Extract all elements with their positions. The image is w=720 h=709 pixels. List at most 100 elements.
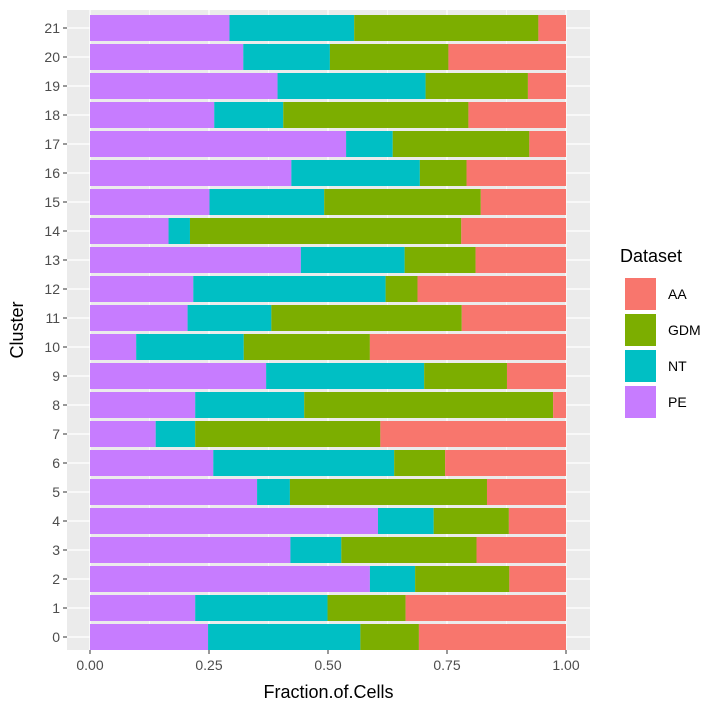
- y-tick-label: 11: [45, 310, 60, 326]
- bar-aa-cluster-7: [380, 421, 566, 447]
- bar-gdm-cluster-16: [419, 160, 467, 186]
- bar-gdm-cluster-2: [415, 566, 510, 592]
- bar-gdm-cluster-7: [195, 421, 381, 447]
- x-tick-label: 0.75: [433, 657, 460, 673]
- y-tick-label: 0: [52, 629, 60, 645]
- bar-gdm-cluster-11: [271, 305, 462, 331]
- bar-nt-cluster-16: [291, 160, 420, 186]
- x-axis-ticks: 0.00 0.25 0.50 0.75 1.00: [76, 650, 580, 673]
- y-tick-label: 9: [52, 368, 60, 384]
- bar-nt-cluster-4: [377, 508, 434, 534]
- bar-gdm-cluster-5: [289, 479, 487, 505]
- bar-aa-cluster-12: [417, 276, 566, 302]
- bar-pe-cluster-20: [90, 44, 244, 70]
- x-tick-label: 0.25: [195, 657, 222, 673]
- legend: Dataset AA GDM NT PE: [620, 246, 701, 418]
- y-tick-label: 3: [52, 542, 60, 558]
- bar-aa-cluster-1: [405, 595, 566, 621]
- bar-aa-cluster-0: [418, 624, 566, 650]
- bar-gdm-cluster-13: [404, 247, 476, 273]
- bar-gdm-cluster-15: [324, 189, 481, 215]
- x-axis-title: Fraction.of.Cells: [263, 682, 393, 702]
- bar-pe-cluster-0: [90, 624, 209, 650]
- y-tick-label: 13: [44, 252, 60, 268]
- bar-pe-cluster-21: [90, 15, 230, 41]
- y-tick-label: 20: [44, 49, 60, 65]
- bar-aa-cluster-6: [445, 450, 566, 476]
- bar-gdm-cluster-1: [327, 595, 406, 621]
- bar-aa-cluster-8: [553, 392, 566, 418]
- y-tick-label: 7: [52, 426, 60, 442]
- bar-nt-cluster-17: [346, 131, 393, 157]
- bar-nt-cluster-13: [300, 247, 405, 273]
- bar-aa-cluster-13: [475, 247, 566, 273]
- bar-gdm-cluster-6: [394, 450, 446, 476]
- bar-aa-cluster-10: [369, 334, 566, 360]
- y-tick-label: 12: [44, 281, 60, 297]
- bar-gdm-cluster-8: [304, 392, 554, 418]
- bars-group: [90, 15, 566, 650]
- bar-pe-cluster-3: [90, 537, 291, 563]
- y-tick-label: 18: [44, 107, 60, 123]
- y-tick-label: 10: [44, 339, 60, 355]
- bar-gdm-cluster-19: [425, 73, 528, 99]
- bar-aa-cluster-17: [529, 131, 566, 157]
- bar-nt-cluster-11: [187, 305, 272, 331]
- bar-aa-cluster-18: [468, 102, 566, 128]
- bar-aa-cluster-20: [448, 44, 566, 70]
- y-axis-title: Cluster: [7, 301, 27, 358]
- legend-label-aa: AA: [668, 286, 687, 302]
- bar-aa-cluster-19: [527, 73, 566, 99]
- y-tick-label: 6: [52, 455, 60, 471]
- bar-pe-cluster-12: [90, 276, 194, 302]
- y-tick-label: 4: [52, 513, 60, 529]
- y-tick-label: 15: [44, 194, 60, 210]
- bar-gdm-cluster-12: [385, 276, 418, 302]
- x-tick-label: 0.00: [76, 657, 103, 673]
- y-tick-label: 14: [44, 223, 60, 239]
- y-tick-label: 16: [44, 165, 60, 181]
- bar-pe-cluster-4: [90, 508, 378, 534]
- bar-nt-cluster-19: [277, 73, 426, 99]
- bar-pe-cluster-18: [90, 102, 215, 128]
- bar-pe-cluster-16: [90, 160, 292, 186]
- bar-nt-cluster-3: [290, 537, 342, 563]
- x-tick-label: 0.50: [314, 657, 341, 673]
- bar-gdm-cluster-10: [243, 334, 370, 360]
- legend-key-pe: [625, 386, 656, 418]
- legend-title: Dataset: [620, 246, 682, 266]
- bar-nt-cluster-6: [213, 450, 395, 476]
- bar-pe-cluster-17: [90, 131, 347, 157]
- y-tick-label: 19: [44, 78, 60, 94]
- bar-nt-cluster-14: [168, 218, 190, 244]
- bar-nt-cluster-10: [136, 334, 244, 360]
- y-tick-label: 17: [44, 136, 60, 152]
- legend-key-aa: [625, 278, 656, 310]
- bar-nt-cluster-12: [193, 276, 386, 302]
- legend-key-gdm: [625, 314, 656, 346]
- bar-nt-cluster-8: [195, 392, 305, 418]
- bar-pe-cluster-6: [90, 450, 214, 476]
- bar-nt-cluster-1: [195, 595, 328, 621]
- bar-nt-cluster-2: [369, 566, 416, 592]
- bar-gdm-cluster-9: [424, 363, 507, 389]
- bar-aa-cluster-5: [486, 479, 566, 505]
- y-tick-label: 1: [52, 600, 60, 616]
- bar-pe-cluster-8: [90, 392, 196, 418]
- y-tick-label: 21: [44, 20, 60, 36]
- bar-aa-cluster-15: [480, 189, 566, 215]
- bar-pe-cluster-5: [90, 479, 258, 505]
- bar-nt-cluster-20: [243, 44, 330, 70]
- bar-gdm-cluster-17: [392, 131, 530, 157]
- bar-nt-cluster-5: [257, 479, 290, 505]
- y-tick-label: 2: [52, 571, 60, 587]
- bar-nt-cluster-7: [155, 421, 196, 447]
- bar-gdm-cluster-14: [189, 218, 462, 244]
- bar-pe-cluster-10: [90, 334, 137, 360]
- bar-pe-cluster-19: [90, 73, 278, 99]
- bar-aa-cluster-16: [466, 160, 566, 186]
- bar-pe-cluster-9: [90, 363, 267, 389]
- bar-pe-cluster-2: [90, 566, 370, 592]
- bar-pe-cluster-7: [90, 421, 156, 447]
- bar-aa-cluster-4: [508, 508, 566, 534]
